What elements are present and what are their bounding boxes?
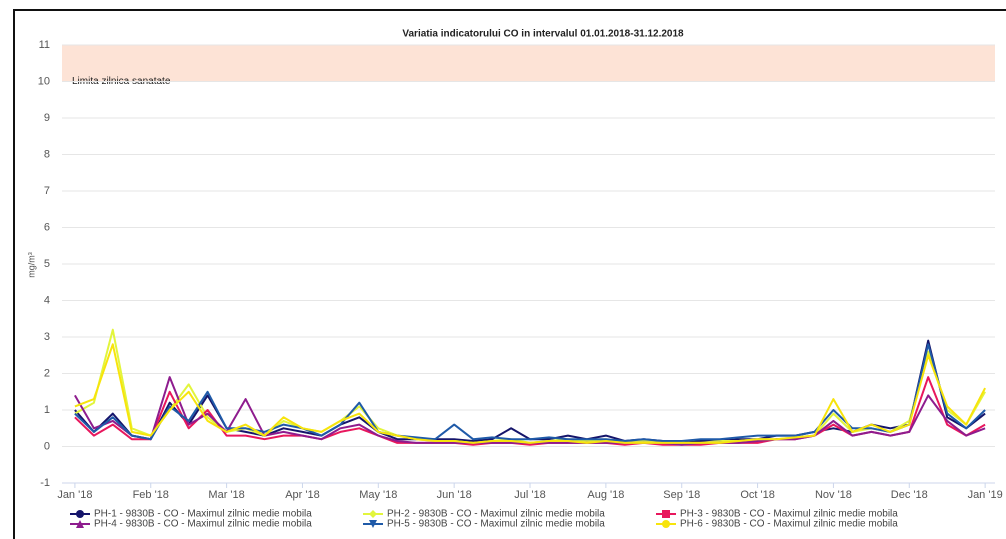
y-tick-label: -1 [40, 477, 50, 489]
x-tick-label: Sep '18 [663, 489, 700, 501]
x-tick-label: Jan '18 [57, 489, 92, 501]
legend-item: PH-2 - 9830B - CO - Maximul zilnic medie… [363, 509, 605, 520]
y-tick-label: 11 [39, 39, 50, 51]
legend-item: PH-3 - 9830B - CO - Maximul zilnic medie… [656, 509, 898, 520]
y-tick-label: 3 [44, 331, 50, 343]
legend-marker [662, 520, 670, 528]
y-tick-label: 1 [44, 404, 50, 416]
legend-label: PH-3 - 9830B - CO - Maximul zilnic medie… [680, 509, 898, 520]
legend-item: PH-5 - 9830B - CO - Maximul zilnic medie… [363, 519, 605, 530]
legend-marker [76, 520, 84, 528]
frame [13, 9, 1006, 539]
series-line [74, 343, 986, 444]
legend-marker [369, 520, 377, 528]
x-tick-label: Jan '19 [968, 489, 1003, 501]
y-tick-label: 0 [44, 440, 50, 452]
y-tick-label: 6 [44, 221, 50, 233]
y-tick-label: 10 [38, 75, 50, 87]
x-tick-label: Aug '18 [587, 489, 624, 501]
x-tick-label: Oct '18 [740, 489, 775, 501]
y-tick-label: 2 [44, 367, 50, 379]
y-tick-label: 4 [44, 294, 50, 306]
legend-label: PH-1 - 9830B - CO - Maximul zilnic medie… [94, 509, 312, 520]
series-line [74, 376, 986, 446]
y-axis-label: mg/m³ [26, 252, 36, 278]
y-tick-label: 8 [44, 148, 50, 160]
x-tick-label: Feb '18 [133, 489, 169, 501]
y-tick-label: 7 [44, 185, 50, 197]
legend-label: PH-6 - 9830B - CO - Maximul zilnic medie… [680, 519, 898, 530]
series-line [74, 376, 986, 446]
x-tick-label: Apr '18 [285, 489, 320, 501]
legend-item: PH-1 - 9830B - CO - Maximul zilnic medie… [70, 509, 312, 520]
x-tick-label: Nov '18 [815, 489, 852, 501]
legend-label: PH-5 - 9830B - CO - Maximul zilnic medie… [387, 519, 605, 530]
chart-title: Variatia indicatorului CO in intervalul … [402, 29, 684, 40]
x-tick-label: Jun '18 [437, 489, 472, 501]
y-tick-label: 5 [44, 258, 50, 270]
x-tick-label: Jul '18 [514, 489, 545, 501]
legend-marker [76, 510, 84, 518]
legend-label: PH-2 - 9830B - CO - Maximul zilnic medie… [387, 509, 605, 520]
y-tick-label: 9 [44, 112, 50, 124]
legend-marker [369, 510, 377, 518]
legend-item: PH-4 - 9830B - CO - Maximul zilnic medie… [70, 519, 312, 530]
x-tick-label: Mar '18 [208, 489, 244, 501]
legend-marker [662, 510, 670, 518]
series-line [74, 343, 986, 442]
plot-band [62, 45, 995, 82]
x-tick-label: Dec '18 [891, 489, 928, 501]
legend-label: PH-4 - 9830B - CO - Maximul zilnic medie… [94, 519, 312, 530]
x-tick-label: May '18 [359, 489, 397, 501]
legend-item: PH-6 - 9830B - CO - Maximul zilnic medie… [656, 519, 898, 530]
